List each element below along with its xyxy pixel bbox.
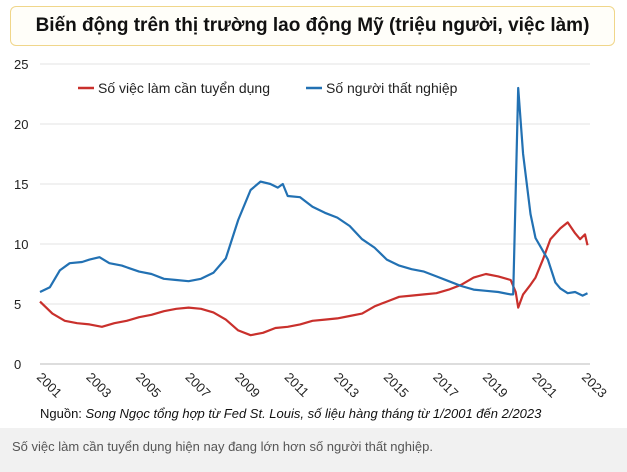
gridlines — [40, 63, 590, 305]
y-tick-label: 15 — [14, 177, 28, 192]
y-axis-ticks: 0 5 10 15 20 25 — [14, 57, 28, 372]
y-tick-label: 20 — [14, 117, 28, 132]
x-tick-label: 2023 — [579, 370, 610, 401]
x-tick-label: 2001 — [34, 370, 65, 401]
x-tick-label: 2011 — [282, 370, 312, 400]
x-tick-label: 2013 — [331, 370, 362, 401]
series-line-unemployed — [39, 86, 588, 297]
x-tick-label: 2015 — [381, 370, 412, 401]
source-prefix: Nguồn: — [40, 406, 86, 421]
x-tick-label: 2007 — [183, 370, 214, 401]
x-tick-label: 2021 — [529, 370, 560, 401]
chart-title: Biến động trên thị trường lao động Mỹ (t… — [35, 15, 590, 36]
x-tick-label: 2003 — [83, 370, 114, 401]
y-tick-label: 0 — [14, 357, 21, 372]
source-text: Song Ngọc tổng hợp từ Fed St. Louis, số … — [85, 406, 542, 421]
x-axis-ticks: 2001 2003 2005 2007 2009 2011 2013 2015 2017 2019… — [34, 370, 610, 401]
y-tick-label: 5 — [14, 297, 21, 312]
legend: Số việc làm cần tuyển dụng Số người thất … — [78, 80, 458, 96]
series-lines — [39, 86, 589, 337]
legend-label: Số việc làm cần tuyển dụng — [98, 80, 270, 96]
image-caption: Số việc làm cần tuyển dụng hiện nay đang… — [0, 428, 627, 472]
source-note: Nguồn: Song Ngọc tổng hợp từ Fed St. Lou… — [40, 406, 541, 421]
caption-text: Số việc làm cần tuyển dụng hiện nay đang… — [12, 439, 433, 454]
y-tick-label: 25 — [14, 57, 28, 72]
series-line-openings — [39, 221, 589, 337]
x-tick-label: 2017 — [430, 370, 461, 401]
x-tick-label: 2005 — [133, 370, 164, 401]
chart-title-box: Biến động trên thị trường lao động Mỹ (t… — [10, 6, 615, 46]
legend-label: Số người thất nghiệp — [326, 80, 458, 96]
x-tick-label: 2019 — [480, 370, 511, 401]
x-tick-label: 2009 — [232, 370, 263, 401]
y-tick-label: 10 — [14, 237, 28, 252]
